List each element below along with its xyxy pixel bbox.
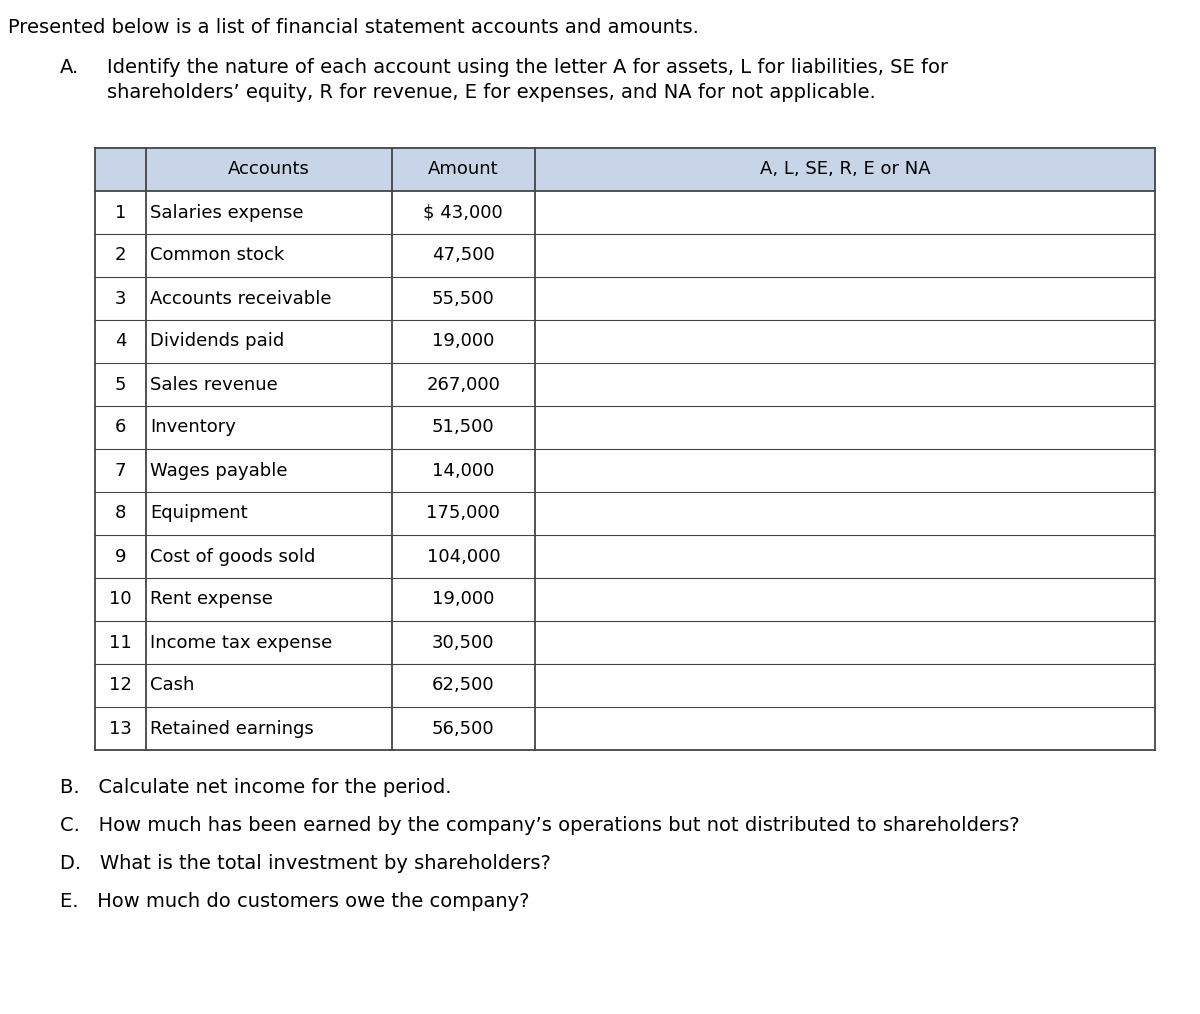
Text: 11: 11 bbox=[109, 634, 132, 652]
Text: Inventory: Inventory bbox=[150, 419, 235, 436]
Text: 9: 9 bbox=[115, 548, 126, 566]
Text: 47,500: 47,500 bbox=[432, 246, 494, 265]
Bar bbox=[95, 191, 1154, 234]
Text: A, L, SE, R, E or NA: A, L, SE, R, E or NA bbox=[760, 160, 930, 178]
Text: Income tax expense: Income tax expense bbox=[150, 634, 332, 652]
Bar bbox=[95, 277, 1154, 320]
Text: 56,500: 56,500 bbox=[432, 720, 494, 737]
Text: 51,500: 51,500 bbox=[432, 419, 494, 436]
Text: shareholders’ equity, R for revenue, E for expenses, and NA for not applicable.: shareholders’ equity, R for revenue, E f… bbox=[107, 83, 876, 102]
Bar bbox=[95, 320, 1154, 363]
Text: Retained earnings: Retained earnings bbox=[150, 720, 313, 737]
Text: $ 43,000: $ 43,000 bbox=[424, 204, 503, 221]
Text: D.   What is the total investment by shareholders?: D. What is the total investment by share… bbox=[60, 854, 551, 873]
Text: 4: 4 bbox=[115, 333, 126, 351]
Text: 5: 5 bbox=[115, 375, 126, 393]
Text: 14,000: 14,000 bbox=[432, 461, 494, 480]
Text: 55,500: 55,500 bbox=[432, 290, 494, 307]
Text: Cash: Cash bbox=[150, 676, 194, 695]
Bar bbox=[95, 535, 1154, 578]
Bar bbox=[95, 578, 1154, 621]
Text: 30,500: 30,500 bbox=[432, 634, 494, 652]
Text: 175,000: 175,000 bbox=[426, 505, 500, 522]
Bar bbox=[95, 492, 1154, 535]
Text: Dividends paid: Dividends paid bbox=[150, 333, 284, 351]
Bar bbox=[95, 406, 1154, 449]
Text: Rent expense: Rent expense bbox=[150, 590, 272, 608]
Text: 6: 6 bbox=[115, 419, 126, 436]
Text: Accounts: Accounts bbox=[228, 160, 310, 178]
Text: 62,500: 62,500 bbox=[432, 676, 494, 695]
Text: Cost of goods sold: Cost of goods sold bbox=[150, 548, 316, 566]
Bar bbox=[95, 621, 1154, 664]
Bar bbox=[95, 363, 1154, 406]
Text: 19,000: 19,000 bbox=[432, 590, 494, 608]
Text: Wages payable: Wages payable bbox=[150, 461, 287, 480]
Text: A.: A. bbox=[60, 58, 79, 77]
Text: Salaries expense: Salaries expense bbox=[150, 204, 304, 221]
Bar bbox=[95, 148, 1154, 191]
Text: 13: 13 bbox=[109, 720, 132, 737]
Bar bbox=[95, 664, 1154, 707]
Bar bbox=[95, 234, 1154, 277]
Text: 7: 7 bbox=[115, 461, 126, 480]
Text: Identify the nature of each account using the letter A for assets, L for liabili: Identify the nature of each account usin… bbox=[107, 58, 948, 77]
Text: E.   How much do customers owe the company?: E. How much do customers owe the company… bbox=[60, 892, 529, 911]
Text: 267,000: 267,000 bbox=[426, 375, 500, 393]
Text: C.   How much has been earned by the company’s operations but not distributed to: C. How much has been earned by the compa… bbox=[60, 816, 1020, 835]
Text: Presented below is a list of financial statement accounts and amounts.: Presented below is a list of financial s… bbox=[8, 18, 698, 37]
Text: 2: 2 bbox=[115, 246, 126, 265]
Bar bbox=[95, 449, 1154, 492]
Text: Common stock: Common stock bbox=[150, 246, 284, 265]
Bar bbox=[95, 707, 1154, 750]
Text: B.   Calculate net income for the period.: B. Calculate net income for the period. bbox=[60, 778, 451, 797]
Text: Equipment: Equipment bbox=[150, 505, 247, 522]
Text: Accounts receivable: Accounts receivable bbox=[150, 290, 331, 307]
Text: Amount: Amount bbox=[428, 160, 499, 178]
Text: 1: 1 bbox=[115, 204, 126, 221]
Text: 12: 12 bbox=[109, 676, 132, 695]
Text: 8: 8 bbox=[115, 505, 126, 522]
Text: Sales revenue: Sales revenue bbox=[150, 375, 277, 393]
Text: 10: 10 bbox=[109, 590, 132, 608]
Text: 104,000: 104,000 bbox=[426, 548, 500, 566]
Text: 3: 3 bbox=[115, 290, 126, 307]
Text: 19,000: 19,000 bbox=[432, 333, 494, 351]
